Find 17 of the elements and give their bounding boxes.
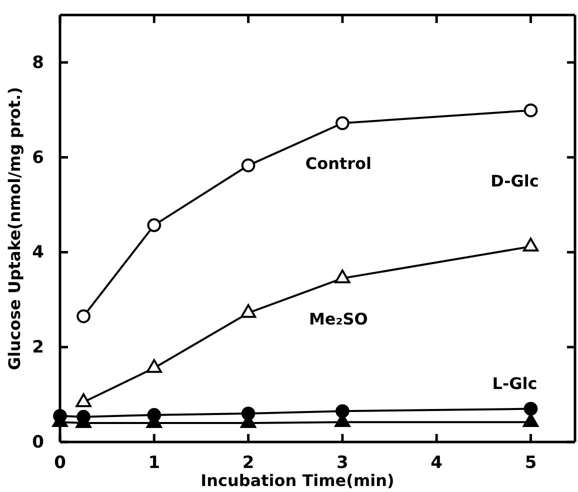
series-label: Me₂SO: [308, 309, 368, 328]
x-tick-label: 4: [430, 453, 443, 474]
y-tick-label: 8: [32, 52, 44, 73]
annotation: D-Glc: [490, 171, 539, 190]
annotation: L-Glc: [492, 374, 538, 393]
x-tick-label: 2: [242, 453, 254, 474]
x-tick-label: 0: [54, 453, 66, 474]
x-tick-label: 3: [336, 453, 348, 474]
x-tick-label: 1: [148, 453, 160, 474]
x-axis-title: Incubation Time(min): [200, 471, 394, 490]
x-tick-label: 5: [524, 453, 537, 474]
series-label: Control: [305, 154, 372, 174]
y-axis-title: Glucose Uptake(nmol/mg prot.): [5, 86, 24, 370]
y-tick-label: 0: [32, 432, 44, 452]
y-tick-label: 2: [32, 338, 44, 358]
y-tick-label: 4: [32, 242, 44, 263]
y-tick-label: 6: [32, 148, 44, 168]
